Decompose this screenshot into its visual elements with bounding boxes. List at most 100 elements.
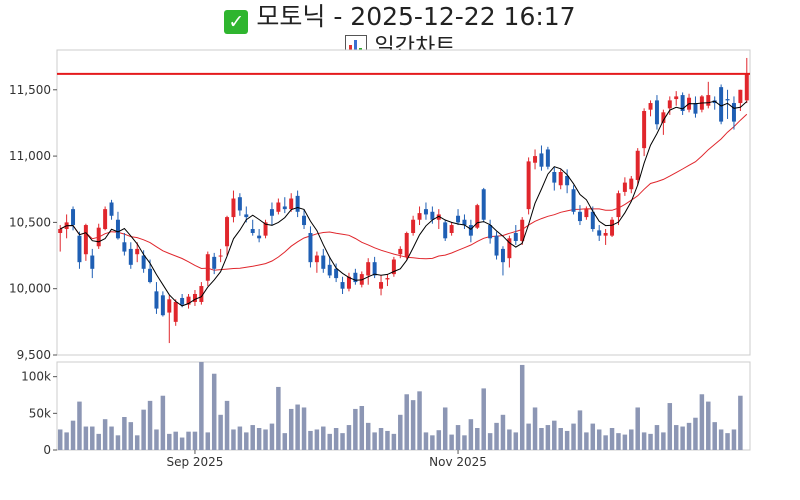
volume-bar xyxy=(314,429,320,450)
candle-body xyxy=(135,248,140,255)
volume-bar xyxy=(686,422,692,450)
volume-bar xyxy=(539,428,544,450)
candle-body xyxy=(334,268,339,279)
candle-body xyxy=(128,248,133,265)
volume-bar xyxy=(462,435,467,450)
volume-bar xyxy=(526,423,531,450)
volume-bar xyxy=(282,433,288,450)
volume-bar xyxy=(327,433,332,450)
volume-bar xyxy=(359,406,365,450)
candle-body xyxy=(225,217,230,247)
volume-bar xyxy=(276,386,281,450)
volume-bar xyxy=(436,430,442,450)
volume-bar xyxy=(673,425,679,450)
volume-bar xyxy=(154,429,159,450)
volume-bar xyxy=(308,430,313,450)
volume-bar xyxy=(481,388,486,450)
candle-body xyxy=(494,235,499,256)
candle-body xyxy=(744,73,749,101)
volume-bar xyxy=(115,435,121,450)
candle-body xyxy=(379,282,384,289)
candle-body xyxy=(513,233,518,241)
candle-body xyxy=(115,219,120,239)
volume-bar xyxy=(231,429,236,450)
volume-bar xyxy=(90,426,95,450)
candle-body xyxy=(314,255,319,263)
price-tick-label: 11,500 xyxy=(9,83,51,97)
volume-bar xyxy=(192,431,198,450)
volume-bar xyxy=(513,432,519,450)
candle-body xyxy=(212,256,217,269)
candle-body xyxy=(674,96,679,100)
volume-bar xyxy=(340,433,345,450)
date-tick-label: Sep 2025 xyxy=(166,455,223,469)
candle-body xyxy=(558,172,563,186)
volume-bar xyxy=(654,425,660,450)
candle-body xyxy=(533,156,538,163)
candle-body xyxy=(571,189,576,212)
price-tick-label: 10,000 xyxy=(9,282,51,296)
candle-body xyxy=(719,87,724,122)
volume-bar xyxy=(577,410,583,450)
candle-body xyxy=(321,255,326,269)
candle-body xyxy=(122,242,127,252)
candle-body xyxy=(372,262,377,276)
candle-body xyxy=(565,175,570,186)
volume-bar xyxy=(410,400,416,450)
volume-bar xyxy=(179,437,185,450)
volume-bar xyxy=(263,429,268,450)
volume-bar xyxy=(442,407,448,450)
candle-body xyxy=(423,209,428,215)
candle-body xyxy=(488,225,493,239)
volume-bar xyxy=(301,407,307,450)
volume-bar xyxy=(218,414,223,450)
candle-body xyxy=(109,202,114,216)
volume-bar xyxy=(718,429,724,450)
volume-bar xyxy=(603,435,608,450)
volume-bar xyxy=(693,417,698,450)
candle-body xyxy=(680,95,685,111)
volume-bar xyxy=(365,422,371,450)
candle-body xyxy=(584,209,589,218)
candle-body xyxy=(500,248,505,263)
volume-bar xyxy=(224,400,230,450)
candle-body xyxy=(385,278,390,280)
candle-body xyxy=(192,294,197,302)
candle-body xyxy=(244,214,249,218)
volume-bar xyxy=(404,394,409,450)
price-tick-label: 11,000 xyxy=(9,149,51,163)
candle-body xyxy=(648,103,653,110)
volume-bar xyxy=(378,428,384,450)
volume-tick-label: 100k xyxy=(21,370,51,384)
volume-panel: 0 50k 100k Sep 2025 Nov 2025 xyxy=(21,361,751,469)
candle-body xyxy=(725,99,730,101)
volume-bar xyxy=(250,425,255,450)
candle-body xyxy=(231,198,236,218)
volume-bar xyxy=(532,407,538,450)
volume-bar xyxy=(205,432,211,450)
volume-bar xyxy=(712,422,717,450)
candle-body xyxy=(654,100,659,125)
candle-body xyxy=(545,149,550,167)
volume-bar xyxy=(128,422,134,450)
volume-bar xyxy=(635,407,640,450)
candle-body xyxy=(468,225,473,236)
price-panel: 9,500 10,000 10,500 11,000 11,500 xyxy=(9,49,751,362)
volume-bar xyxy=(385,430,390,450)
volume-bar xyxy=(449,434,454,450)
volume-bar xyxy=(57,429,63,450)
volume-bar xyxy=(500,414,506,450)
volume-bar xyxy=(199,362,204,450)
volume-bar xyxy=(147,400,153,450)
volume-bar xyxy=(134,435,140,450)
volume-bar xyxy=(667,403,673,450)
candle-body xyxy=(462,219,467,226)
volume-bar xyxy=(391,433,397,450)
candle-body xyxy=(539,153,544,167)
volume-bar xyxy=(584,432,589,450)
candle-body xyxy=(738,89,743,104)
candle-body xyxy=(173,301,178,322)
candle-body xyxy=(430,211,435,220)
candle-body xyxy=(186,296,191,305)
